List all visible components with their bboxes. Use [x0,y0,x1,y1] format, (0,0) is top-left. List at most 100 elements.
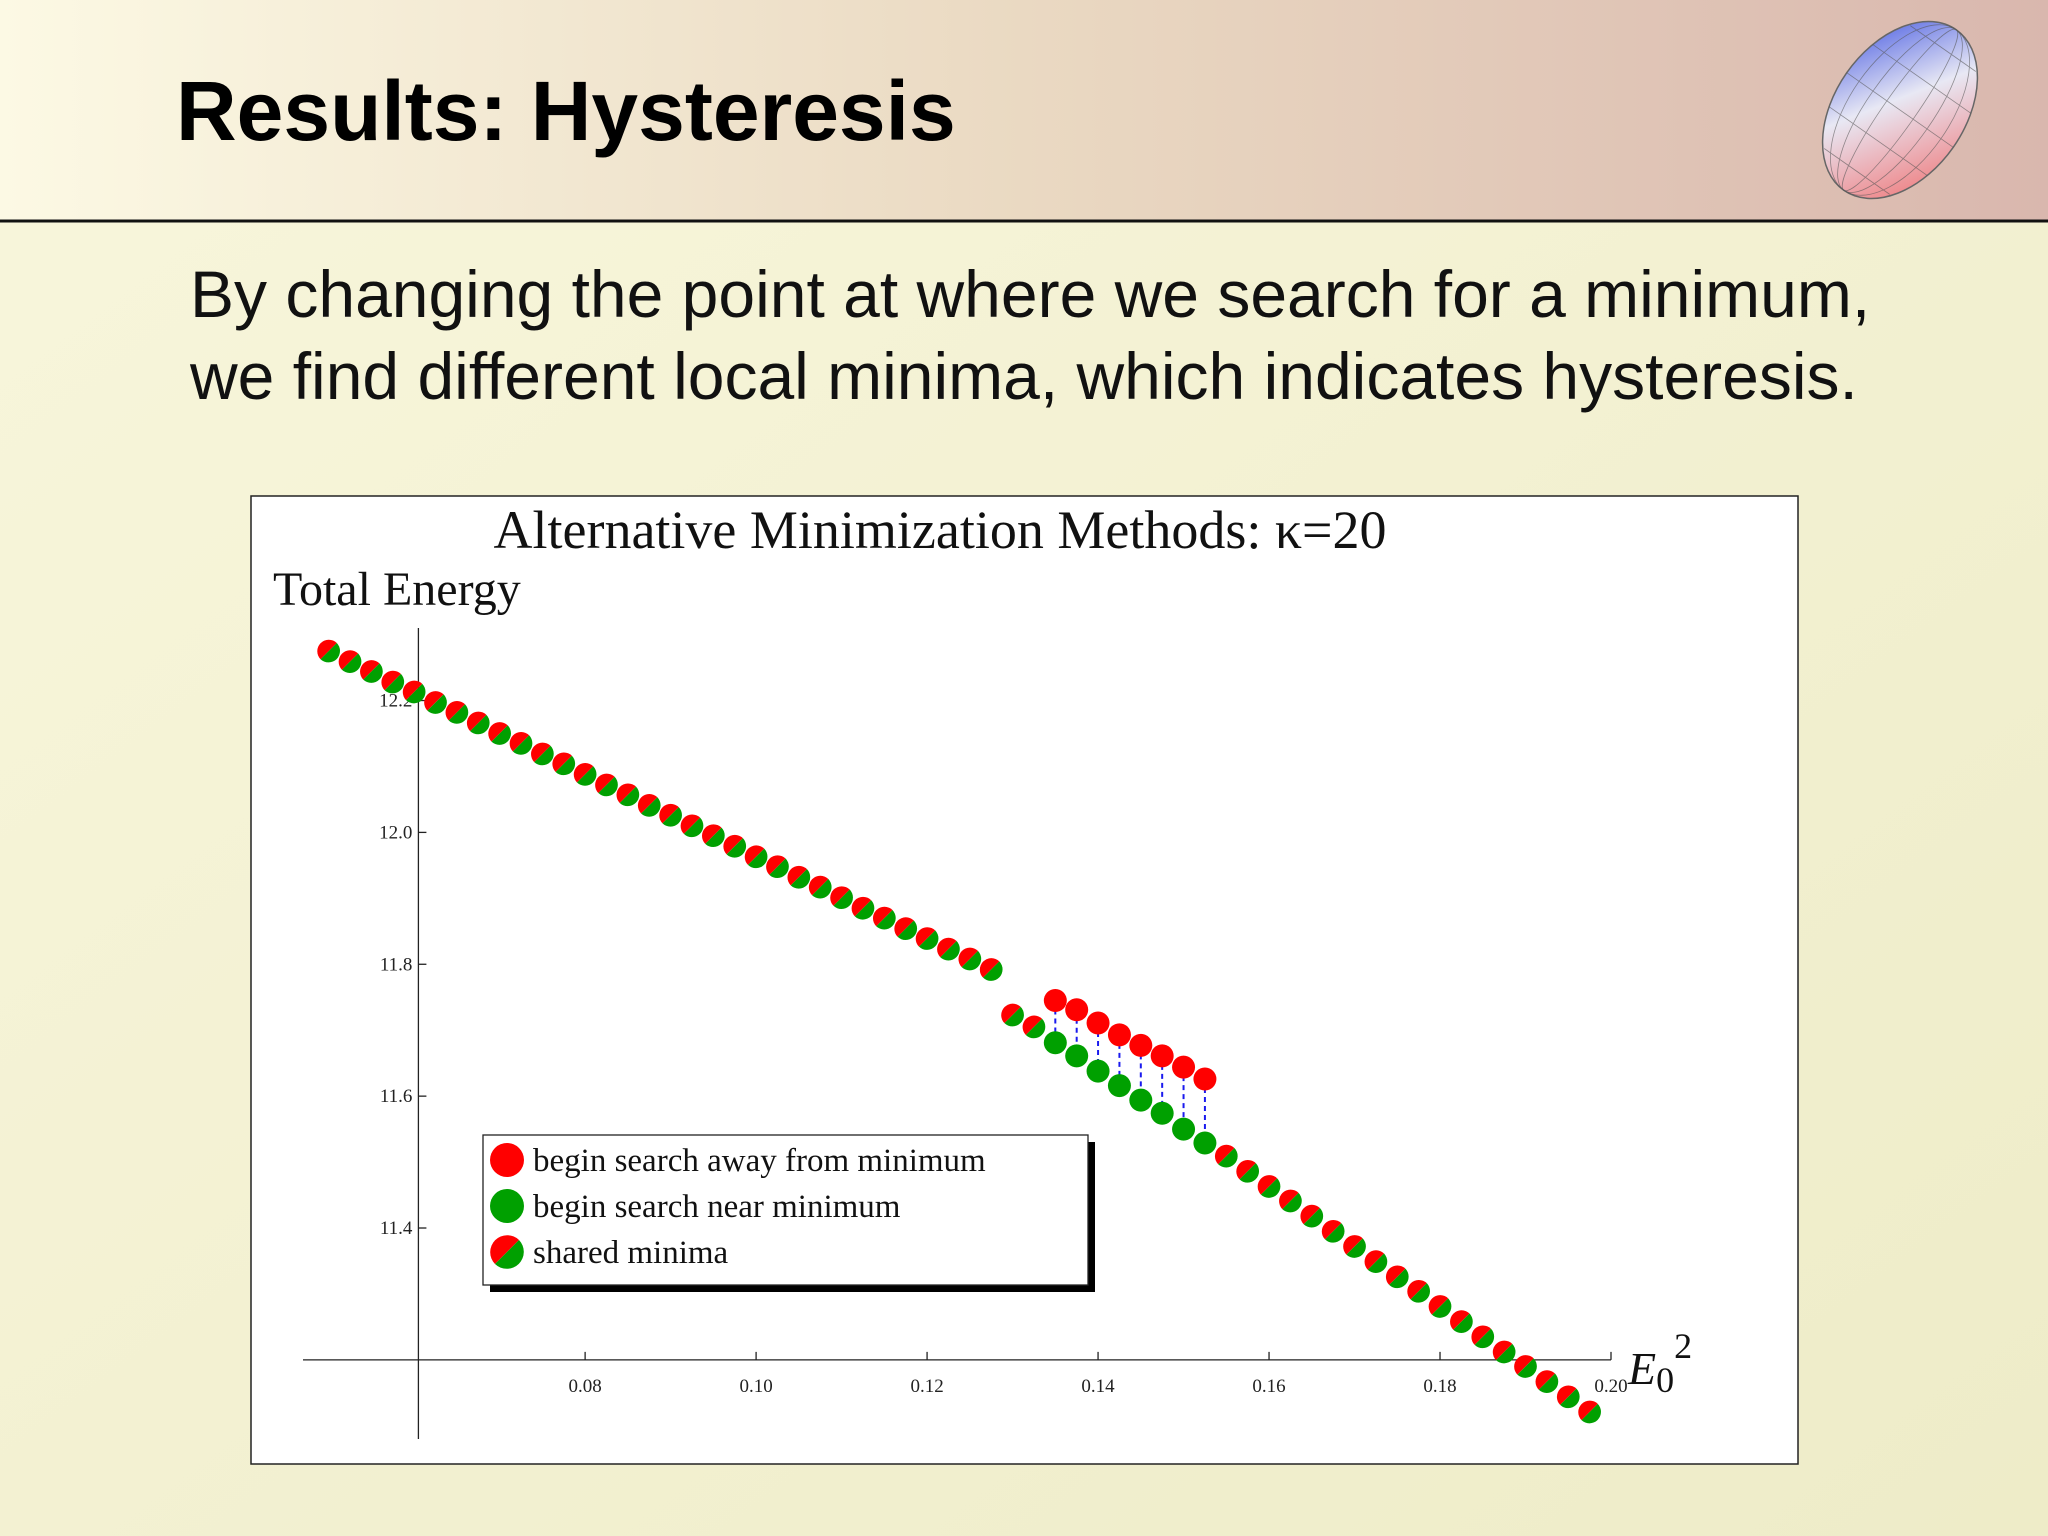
half-top [509,732,530,752]
half-bottom [1538,1373,1559,1393]
half-top [1001,1003,1021,1024]
half-top [915,927,936,947]
point [1321,1219,1345,1243]
point [937,937,960,961]
point [616,783,640,807]
point [1578,1400,1601,1424]
half-bottom [1560,1388,1580,1409]
point [381,670,405,694]
half-bottom [1260,1178,1281,1198]
half-top [338,650,359,670]
half-bottom [598,776,618,797]
half-bottom [897,920,918,941]
point [552,752,576,776]
half-top [1578,1400,1598,1421]
half-bottom [1004,1006,1024,1027]
half-bottom [341,653,362,673]
half-bottom [619,786,640,807]
slide-title: Results: Hysteresis [176,64,956,158]
half-top [1450,1310,1470,1330]
half-top [552,752,572,772]
half-bottom [1367,1253,1388,1273]
half-top [360,660,380,680]
point [701,824,725,848]
half-top [595,773,615,794]
point [1492,1340,1516,1364]
point [1022,1015,1046,1039]
half-top [616,783,636,803]
half-bottom [406,683,426,704]
half-top [872,906,893,927]
half-bottom [769,858,789,879]
point [1129,1088,1153,1112]
half-top [1492,1340,1513,1361]
half-bottom [854,900,875,920]
half-top [1385,1265,1406,1285]
y-tick-label: 11.8 [380,954,413,975]
y-tick-label: 11.4 [380,1218,413,1239]
point [1086,1011,1110,1035]
half-bottom [1453,1313,1473,1333]
point [1172,1117,1196,1141]
half-bottom [1581,1403,1601,1424]
half-top [466,711,487,732]
chart-title: Alternative Minimization Methods: κ=20 [493,500,1386,560]
half-top [979,958,1000,978]
point [1300,1204,1324,1228]
half-top [1343,1235,1363,1255]
point [402,680,426,704]
half-bottom [726,838,747,858]
point [360,660,383,683]
half-bottom [1474,1328,1495,1349]
point [1043,1031,1067,1055]
legend-label: shared minima [533,1235,729,1271]
half-bottom [790,869,811,889]
point [787,865,811,889]
x-tick-label: 0.10 [739,1376,772,1397]
half-top [1407,1279,1427,1300]
point [1535,1370,1559,1393]
half-top [1214,1144,1235,1165]
half-top [1428,1295,1449,1315]
half-top [701,824,722,844]
half-top [531,742,551,763]
body-line: By changing the point at where we search… [190,257,1870,331]
half-bottom [1239,1163,1260,1183]
x-tick-label: 0.08 [568,1376,601,1397]
point [317,639,341,663]
point [872,906,896,930]
half-bottom [1389,1268,1409,1289]
half-bottom [833,889,853,910]
half-bottom [876,909,896,930]
half-bottom [641,797,661,817]
legend-box [482,1134,1089,1286]
half-bottom [1517,1358,1537,1378]
half-bottom [812,878,832,899]
point [531,742,554,766]
half-bottom [1282,1192,1302,1213]
point [744,845,768,869]
x-tick-label: 0.14 [1081,1376,1115,1397]
half-top [766,855,786,875]
point [466,711,490,735]
point [1556,1385,1580,1409]
point [573,763,597,786]
x-label-superscript: 2 [1674,1326,1692,1366]
point [1129,1033,1153,1057]
x-label-subscript: 0 [1656,1360,1674,1400]
chart-frame [250,495,1799,1465]
legend-label: begin search near minimum [533,1189,901,1225]
half-top [1471,1325,1491,1345]
half-top [1321,1219,1342,1240]
half-bottom [747,848,768,869]
point [851,896,875,920]
half-top [787,865,807,886]
half-bottom [448,704,469,724]
point [1065,998,1089,1022]
half-top [659,803,679,824]
half-top [573,763,594,783]
point [637,794,661,817]
half-top [1300,1204,1320,1225]
